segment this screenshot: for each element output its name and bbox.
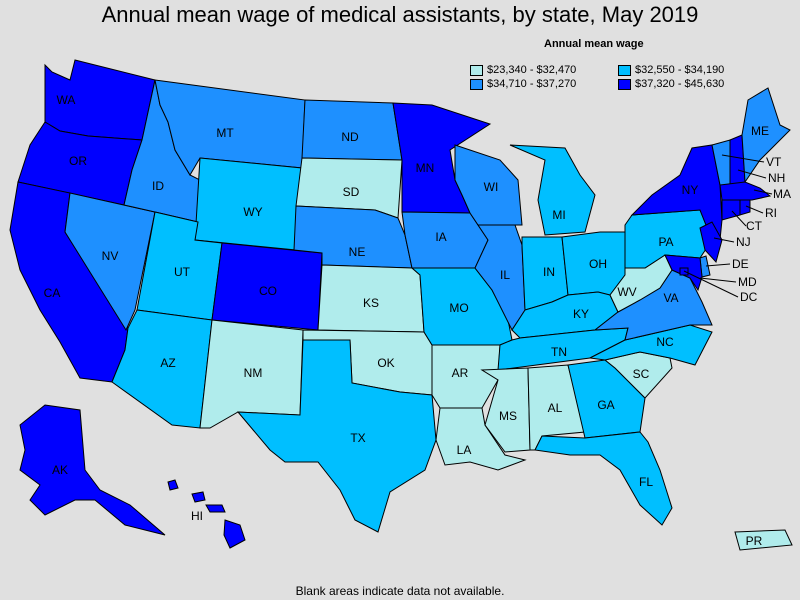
legend-swatch-2 (618, 64, 631, 76)
legend-title: Annual mean wage (544, 38, 644, 50)
state-label-wv: WV (617, 285, 636, 299)
legend-swatch-3 (470, 78, 483, 90)
state-label-me: ME (751, 124, 769, 138)
state-label-il: IL (500, 268, 510, 282)
state-label-wi: WI (484, 180, 499, 194)
state-fl[interactable] (534, 431, 673, 526)
state-label-sc: SC (633, 367, 650, 381)
state-label-ne: NE (349, 245, 366, 259)
state-mi[interactable] (509, 144, 596, 236)
state-label-pa: PA (658, 235, 673, 249)
state-label-ma: MA (773, 187, 791, 201)
state-labels: WA OR CA NV ID MT WY UT AZ CO NM ND SD N… (44, 93, 791, 548)
state-label-co: CO (259, 284, 277, 298)
legend-item-2: $32,550 - $34,190 (618, 64, 724, 76)
footnote: Blank areas indicate data not available. (295, 584, 505, 598)
state-label-ms: MS (499, 409, 517, 423)
state-label-nj: NJ (736, 235, 751, 249)
state-label-ar: AR (452, 366, 469, 380)
state-ri[interactable] (739, 199, 751, 216)
state-label-mt: MT (216, 126, 234, 140)
state-label-pr: PR (746, 534, 763, 548)
state-label-vt: VT (766, 155, 782, 169)
state-label-tn: TN (551, 345, 567, 359)
state-label-de: DE (732, 257, 749, 271)
state-la[interactable] (435, 407, 527, 471)
state-label-nh: NH (768, 171, 785, 185)
state-hi[interactable] (167, 479, 246, 549)
state-label-ak: AK (52, 463, 68, 477)
legend-label-2: $32,550 - $34,190 (635, 64, 725, 76)
state-label-ia: IA (435, 230, 446, 244)
state-label-wy: WY (243, 205, 262, 219)
state-label-va: VA (663, 291, 678, 305)
state-label-in: IN (543, 265, 555, 279)
state-label-ca: CA (44, 286, 61, 300)
state-label-ky: KY (573, 307, 589, 321)
legend-item-3: $34,710 - $37,270 (470, 78, 576, 90)
state-tx[interactable] (236, 339, 437, 533)
state-ak[interactable] (19, 404, 166, 536)
legend-item-1: $23,340 - $32,470 (470, 64, 576, 76)
state-label-nc: NC (656, 335, 674, 349)
state-label-oh: OH (589, 257, 607, 271)
state-label-id: ID (152, 179, 164, 193)
legend-label-1: $23,340 - $32,470 (487, 64, 577, 76)
state-label-fl: FL (639, 475, 653, 489)
map-title: Annual mean wage of medical assistants, … (101, 2, 699, 27)
state-label-nd: ND (341, 130, 359, 144)
legend-swatch-1 (470, 64, 483, 76)
state-label-mn: MN (416, 161, 435, 175)
legend-swatch-4 (618, 78, 631, 90)
state-label-tx: TX (350, 431, 365, 445)
state-label-wa: WA (57, 93, 76, 107)
state-ma[interactable] (719, 181, 772, 201)
state-label-ut: UT (174, 265, 191, 279)
state-label-ok: OK (377, 356, 394, 370)
state-label-ri: RI (765, 206, 777, 220)
state-label-mo: MO (449, 301, 468, 315)
state-label-ct: CT (746, 219, 763, 233)
state-label-mi: MI (552, 208, 565, 222)
state-wy[interactable] (194, 157, 303, 251)
state-nj[interactable] (699, 221, 723, 264)
state-label-md: MD (738, 275, 757, 289)
state-pr[interactable] (734, 529, 793, 551)
state-label-or: OR (69, 154, 87, 168)
state-label-dc: DC (740, 290, 758, 304)
state-label-ks: KS (363, 296, 379, 310)
legend-item-4: $37,320 - $45,630 (618, 78, 724, 90)
state-label-la: LA (457, 443, 472, 457)
state-label-nv: NV (102, 249, 119, 263)
leader-lines (683, 154, 773, 298)
state-me[interactable] (741, 87, 791, 184)
state-label-az: AZ (160, 356, 175, 370)
state-label-sd: SD (343, 185, 360, 199)
state-label-hi: HI (191, 509, 203, 523)
state-label-ny: NY (682, 183, 699, 197)
legend-label-4: $37,320 - $45,630 (635, 78, 725, 90)
state-label-ga: GA (597, 398, 614, 412)
legend-label-3: $34,710 - $37,270 (487, 78, 577, 90)
state-label-al: AL (548, 401, 563, 415)
state-label-nm: NM (244, 366, 263, 380)
